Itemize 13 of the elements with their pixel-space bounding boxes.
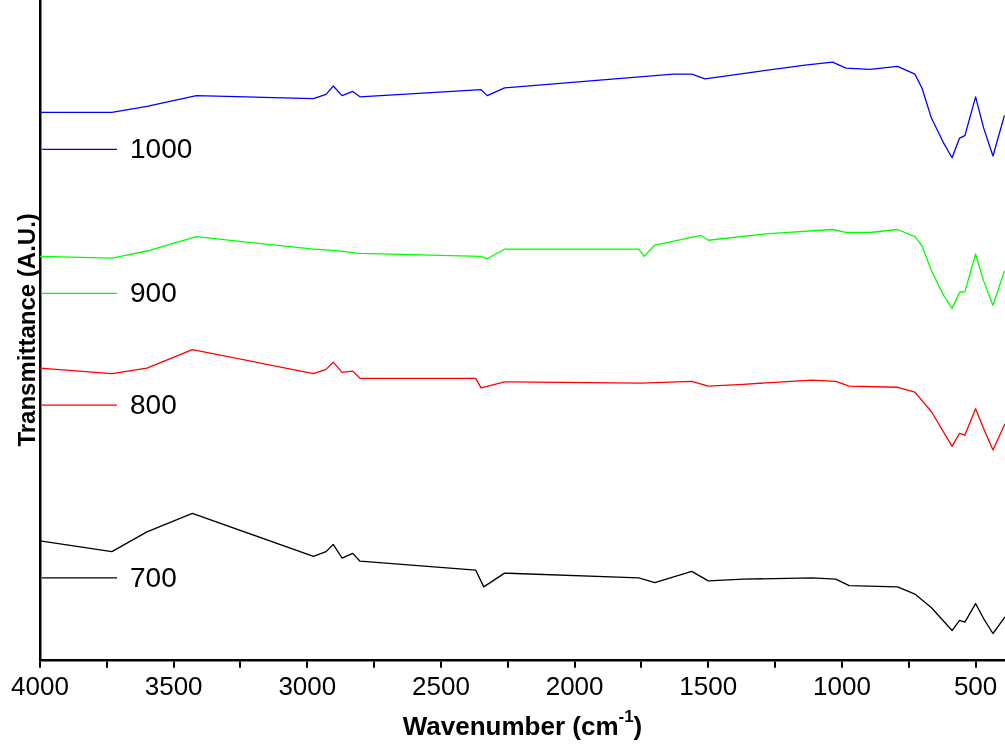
legend-label: 700: [130, 561, 177, 593]
x-tick-label: 500: [953, 670, 998, 701]
x-tick-label: 2500: [412, 670, 470, 701]
y-axis-title: Transmittance (A.U.): [12, 213, 40, 447]
legend-label: 1000: [130, 133, 193, 165]
x-tick-label: 1000: [813, 670, 871, 701]
x-tick-label: 3500: [144, 670, 203, 701]
legend-label: 800: [130, 388, 177, 420]
x-tick-label: 1500: [679, 670, 738, 701]
x-tick-label: 2000: [545, 670, 604, 701]
x-tick-label: 4000: [11, 670, 69, 701]
legend-label: 900: [130, 277, 177, 309]
x-tick-label: 3000: [278, 670, 337, 701]
